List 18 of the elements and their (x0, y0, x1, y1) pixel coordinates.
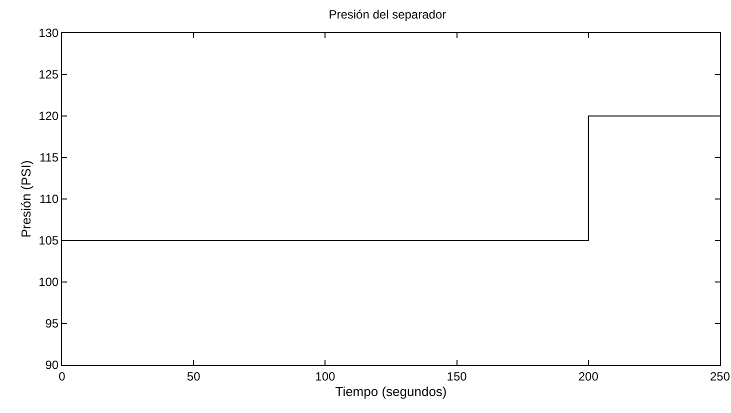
y-tick-label: 125 (38, 68, 59, 82)
y-tick-label: 105 (38, 234, 59, 248)
y-tick-label: 130 (38, 26, 59, 40)
x-tick-label: 0 (58, 369, 66, 384)
y-tick-label: 95 (45, 316, 59, 331)
x-tick-label: 150 (446, 369, 468, 384)
y-tick-label: 90 (45, 358, 59, 372)
y-axis-title: Presión (PSI) (18, 160, 34, 238)
y-tick-label: 100 (38, 275, 59, 290)
x-tick-label: 100 (315, 369, 336, 384)
x-tick-label: 250 (710, 369, 730, 384)
y-tick-label: 120 (38, 109, 59, 124)
x-tick-label: 50 (186, 369, 201, 384)
y-tick-label: 110 (39, 192, 59, 206)
y-tick-label: 115 (39, 150, 59, 165)
x-tick-label: 200 (578, 369, 599, 384)
x-axis-title: Tiempo (segundos) (335, 384, 447, 399)
chart-title: Presión del separador (328, 8, 446, 22)
